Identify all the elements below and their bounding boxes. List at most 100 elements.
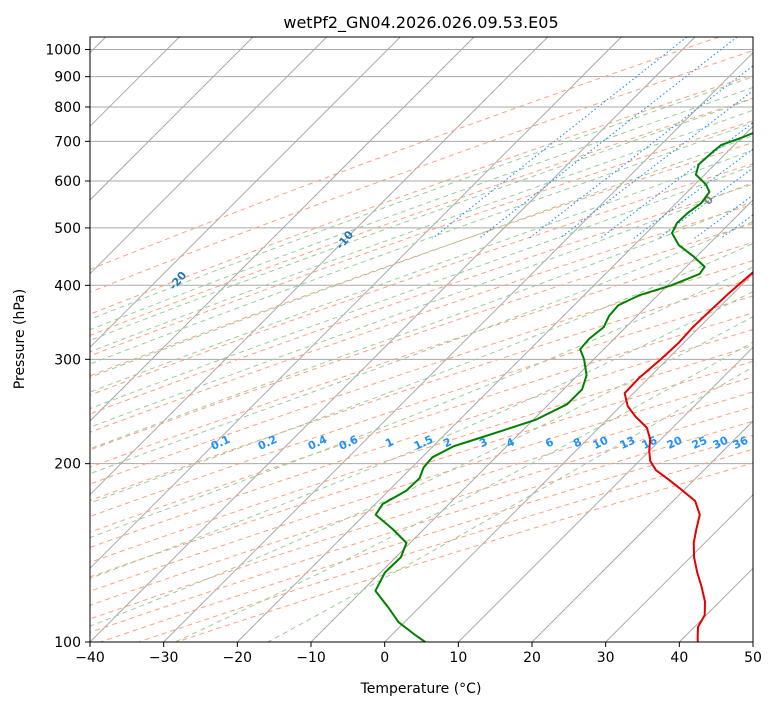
y-tick-label: 900 — [54, 70, 81, 86]
y-axis-label: Pressure (hPa) — [12, 289, 28, 389]
moist-adiabat-line — [90, 121, 753, 365]
dry-adiabat-line — [90, 50, 753, 293]
isotherm-line — [90, 37, 254, 201]
x-tick-label: −20 — [223, 650, 253, 666]
x-tick-label: −30 — [149, 650, 179, 666]
dry-adiabat-line — [90, 183, 753, 415]
dry-adiabat-line — [90, 203, 753, 433]
x-tick-label: −10 — [296, 650, 326, 666]
dry-adiabat-line — [90, 312, 753, 533]
x-tick-label: −40 — [75, 650, 105, 666]
mixing-ratio-label: 0.1 — [209, 433, 232, 453]
moist-adiabat-line — [90, 220, 753, 475]
x-tick-label: 20 — [523, 650, 541, 666]
moist-adiabat-line — [90, 76, 753, 320]
dry-adiabat-line — [100, 434, 753, 642]
mixing-ratio-label: 0.2 — [256, 433, 279, 453]
dry-adiabat-line — [90, 97, 753, 336]
mixing-ratio-label: 25 — [690, 434, 709, 452]
isotherm-line — [605, 493, 753, 642]
dry-adiabat-label: -30 — [25, 302, 48, 326]
y-tick-label: 300 — [54, 352, 81, 368]
x-tick-label: 50 — [744, 650, 762, 666]
y-tick-label: 600 — [54, 174, 81, 190]
moist-adiabat-line — [90, 109, 753, 353]
mixing-ratio-label: 36 — [731, 434, 751, 452]
isotherm-line — [90, 37, 401, 349]
dry-adiabat-line — [90, 163, 753, 396]
isotherm-line — [310, 199, 753, 642]
moist-adiabat-line — [90, 291, 753, 579]
axis-layer: −40 −30 −20 −10 0 10 20 30 40 5010020030040050060… — [45, 43, 762, 666]
mixing-ratio-label: 10 — [591, 434, 611, 452]
moist-adiabat-line — [90, 316, 753, 627]
mixing-ratio-line — [478, 37, 738, 239]
dry-adiabat-line — [90, 241, 753, 468]
plot-frame — [89, 36, 754, 643]
dry-adiabat-line — [90, 345, 753, 563]
isotherm-line — [90, 37, 549, 496]
y-tick-label: 500 — [54, 221, 81, 237]
dry-adiabat-line — [90, 277, 753, 502]
moist-adiabat-line — [90, 200, 753, 450]
chart-title: wetPf2_GN04.2026.026.09.53.E05 — [283, 13, 558, 33]
x-tick-label: 10 — [449, 650, 467, 666]
mixing-ratio-line — [760, 37, 775, 238]
dry-adiabat-line — [90, 360, 753, 578]
x-tick-label: 30 — [597, 650, 615, 666]
dry-adiabat-line — [90, 74, 753, 315]
x-axis-label: Temperature (°C) — [360, 681, 482, 697]
mixing-ratio-line — [658, 167, 753, 239]
y-tick-label: 400 — [54, 278, 81, 294]
isotherm-line — [384, 272, 753, 642]
mixing-ratio-label: 8 — [571, 435, 583, 450]
mixing-ratio-label: 0.6 — [337, 433, 360, 453]
dry-adiabat-line — [90, 295, 753, 518]
series-layer — [374, 131, 753, 642]
dry-adiabat-line — [90, 328, 753, 548]
x-tick-label: 0 — [380, 650, 389, 666]
dry-adiabat-line — [90, 260, 753, 485]
isotherm-line — [163, 51, 753, 642]
isotherm-line — [90, 37, 696, 642]
mixing-ratio-label: 20 — [665, 434, 685, 452]
y-tick-label: 100 — [54, 635, 81, 651]
temperature-line — [623, 270, 753, 642]
moist-adiabat-line — [90, 164, 753, 410]
isotherm-line — [752, 641, 753, 642]
moist-adiabat-line — [90, 98, 753, 341]
y-tick-label: 700 — [54, 134, 81, 150]
moist-adiabat-line — [90, 86, 753, 331]
isotherm-line — [90, 37, 622, 570]
dry-adiabat-line — [90, 376, 753, 592]
moist-adiabat-line — [267, 366, 753, 642]
x-tick-label: 40 — [670, 650, 688, 666]
moist-adiabat-line — [90, 242, 753, 504]
isotherm-line — [90, 37, 475, 422]
isotherm-line — [457, 346, 753, 642]
grid-layer — [90, 37, 775, 642]
dry-adiabat-line — [90, 222, 753, 451]
mixing-ratio-line — [559, 90, 753, 239]
y-tick-label: 1000 — [45, 43, 81, 59]
moist-adiabat-line — [90, 135, 753, 378]
dry-adiabat-label: -20 — [167, 269, 190, 293]
mixing-ratio-label: 1 — [383, 435, 395, 450]
dewpoint-line — [374, 131, 753, 642]
dry-adiabat-line — [90, 142, 753, 377]
mixing-ratio-line — [432, 37, 688, 239]
mixing-ratio-label: 6 — [543, 435, 556, 450]
dry-adiabat-line — [90, 391, 753, 606]
y-tick-label: 800 — [54, 100, 81, 116]
mixing-ratio-label: 13 — [618, 434, 637, 452]
y-tick-label: 200 — [54, 457, 81, 473]
moist-adiabat-line — [90, 149, 753, 393]
isotherm-line — [90, 37, 328, 275]
dry-adiabat-line — [90, 37, 720, 271]
dry-adiabat-line — [90, 120, 753, 357]
moist-adiabat-line — [90, 266, 753, 539]
isotherm-line — [531, 420, 753, 642]
mixing-ratio-label: 30 — [711, 434, 731, 452]
moist-adiabat-line — [90, 181, 753, 428]
